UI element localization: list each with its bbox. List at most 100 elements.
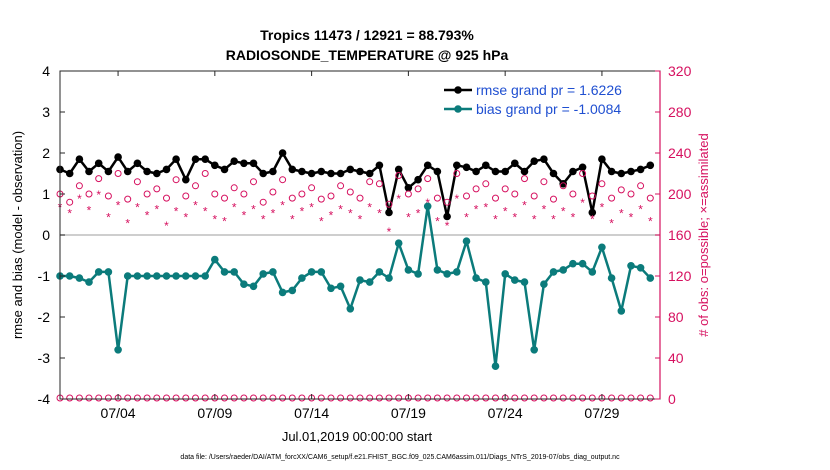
obs-possible-marker: [511, 190, 519, 198]
obs-possible-marker: [317, 394, 325, 402]
data-point: [617, 169, 626, 178]
data-point: [491, 362, 500, 371]
obs-possible-marker: [646, 194, 654, 202]
left-tick-label: 3: [42, 104, 50, 120]
obs-possible-marker: [569, 190, 577, 198]
obs-possible-marker: [637, 182, 645, 190]
data-point: [153, 272, 161, 280]
data-point: [598, 155, 606, 163]
obs-possible-marker: [346, 188, 354, 196]
x-tick-label: 07/14: [294, 405, 329, 421]
obs-assimilated-marker: *: [242, 209, 247, 223]
data-point: [404, 266, 413, 274]
data-point: [578, 259, 587, 268]
data-point: [443, 270, 451, 278]
data-point: [269, 268, 277, 276]
data-point: [636, 264, 645, 272]
obs-possible-marker: [133, 394, 141, 402]
obs-possible-marker: [443, 394, 451, 402]
data-point: [472, 167, 480, 176]
left-tick-label: -3: [38, 350, 51, 366]
obs-assimilated-marker: *: [222, 215, 227, 229]
data-point: [607, 167, 616, 176]
x-tick-label: 07/19: [391, 405, 426, 421]
data-point: [230, 157, 238, 165]
obs-possible-marker: [104, 394, 112, 402]
obs-possible-marker: [511, 394, 519, 402]
obs-possible-marker: [192, 394, 199, 402]
data-point: [259, 169, 268, 178]
data-point: [114, 346, 122, 354]
data-point: [530, 346, 538, 354]
obs-assimilated-marker: *: [232, 200, 237, 214]
data-point: [191, 272, 200, 280]
right-tick-label: 40: [668, 350, 684, 366]
data-point: [598, 243, 606, 252]
right-tick-label: 120: [668, 268, 692, 284]
legend: rmse grand pr = 1.6226 bias grand pr = -…: [441, 79, 655, 119]
obs-possible-marker: [385, 394, 393, 402]
obs-assimilated-marker: *: [203, 204, 208, 218]
obs-possible-marker: [550, 195, 557, 203]
obs-assimilated-marker: *: [483, 200, 488, 214]
right-tick-label: 320: [668, 63, 692, 79]
obs-assimilated-marker: *: [309, 200, 314, 214]
left-tick-label: 2: [42, 145, 50, 161]
left-tick-label: -1: [38, 268, 51, 284]
legend-rmse-label: rmse grand pr = 1.6226: [476, 82, 622, 98]
left-tick-label: 0: [42, 227, 50, 243]
obs-assimilated-marker: *: [348, 207, 353, 221]
obs-possible-marker: [163, 394, 170, 402]
data-point: [520, 167, 529, 176]
right-tick-label: 0: [668, 391, 676, 407]
obs-assimilated-marker: *: [251, 202, 256, 216]
obs-possible-marker: [201, 170, 209, 177]
obs-assimilated-marker: *: [135, 200, 140, 214]
obs-possible-marker: [433, 394, 441, 402]
obs-possible-marker: [230, 394, 238, 402]
obs-assimilated-marker: *: [77, 192, 82, 206]
data-point: [201, 155, 209, 163]
data-point: [394, 165, 403, 174]
data-point: [211, 255, 219, 264]
obs-possible-marker: [95, 175, 103, 183]
obs-possible-marker: [395, 172, 403, 179]
data-point: [104, 167, 113, 176]
obs-assimilated-marker: *: [503, 204, 508, 218]
obs-assimilated-marker: *: [416, 207, 421, 221]
data-point: [307, 268, 316, 276]
data-point: [153, 169, 161, 178]
data-point: [317, 268, 326, 276]
obs-possible-marker: [124, 394, 132, 402]
left-axis: -4 -3 -2 -1 0 1 2 3 4: [38, 63, 65, 407]
right-axis: 0 40 80 120 160 200 240 280 320: [655, 63, 692, 407]
obs-possible-marker: [540, 178, 548, 186]
obs-possible-marker: [269, 188, 277, 196]
data-point: [559, 266, 567, 274]
data-point: [365, 278, 374, 286]
obs-possible-marker: [85, 394, 93, 402]
obs-assimilated-marker: *: [454, 192, 459, 206]
data-point: [443, 212, 451, 221]
x-axis: 07/04 07/09 07/14 07/19 07/24 07/29: [101, 71, 620, 421]
obs-assimilated-marker: *: [590, 213, 595, 227]
left-tick-label: 1: [42, 186, 50, 202]
data-point: [394, 239, 403, 247]
obs-assimilated-marker: *: [435, 215, 440, 229]
data-point: [414, 270, 422, 278]
obs-assimilated-marker: *: [164, 219, 169, 233]
obs-possible-marker: [153, 394, 161, 402]
obs-possible-marker: [521, 394, 528, 402]
obs-assimilated-marker: *: [183, 211, 188, 225]
obs-possible-marker: [75, 182, 83, 190]
obs-possible-marker: [104, 192, 112, 200]
data-point: [607, 274, 616, 282]
legend-bias-label: bias grand pr = -1.0084: [476, 101, 621, 117]
data-point: [646, 161, 655, 170]
data-point: [336, 282, 345, 291]
right-tick-label: 80: [668, 309, 684, 325]
obs-possible-marker: [211, 190, 219, 198]
obs-assimilated-marker: *: [619, 207, 624, 221]
data-point: [278, 149, 287, 157]
obs-assimilated-marker: *: [551, 213, 556, 227]
